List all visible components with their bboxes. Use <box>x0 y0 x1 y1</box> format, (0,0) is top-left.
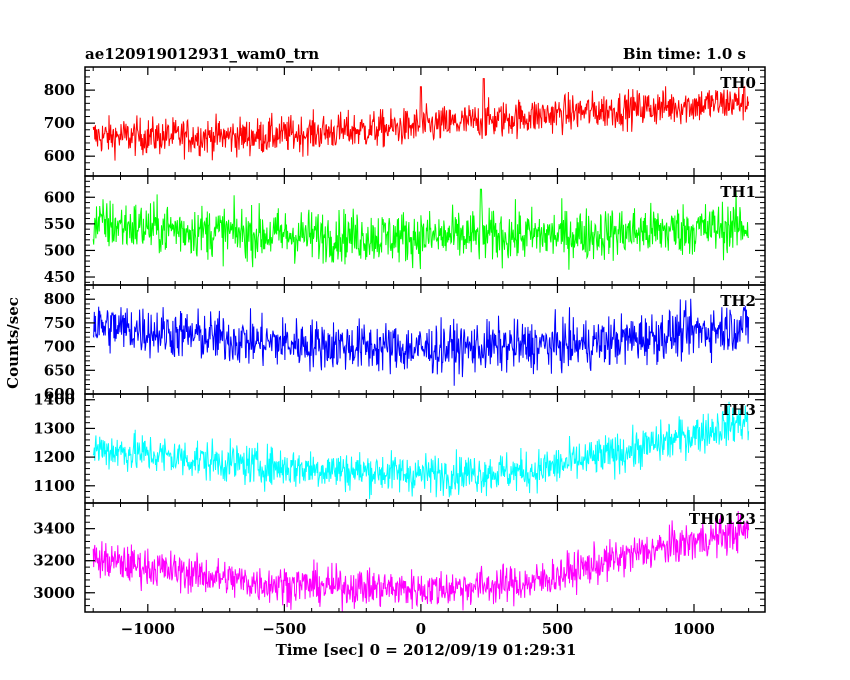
panel-name-label: TH2 <box>720 292 756 310</box>
x-axis-label: Time [sec] 0 = 2012/09/19 01:29:31 <box>276 641 577 659</box>
series-line-th2 <box>92 298 750 386</box>
chart-title-left: ae120919012931_wam0_trn <box>85 45 319 63</box>
y-tick-label: 1100 <box>33 477 75 495</box>
panel-th3: 1100 1200 1300 1400 TH3 <box>33 391 766 504</box>
panel-th2: 600 650 700 750 800 TH2 <box>44 284 766 403</box>
y-tick-label: 1400 <box>33 391 75 409</box>
x-tick-label: 500 <box>542 620 573 638</box>
y-tick-label: 750 <box>44 314 75 332</box>
x-tick-label: 1000 <box>673 620 715 638</box>
y-tick-label: 700 <box>44 114 75 132</box>
panel-name-label: TH0123 <box>689 510 756 528</box>
panel-name-label: TH3 <box>720 401 756 419</box>
y-tick-label: 600 <box>44 385 75 403</box>
panel-frame <box>84 502 766 613</box>
y-tick-label: 650 <box>44 361 75 379</box>
panel-th1: 450 500 550 600 TH1 <box>44 175 766 286</box>
y-tick-label: 450 <box>44 268 75 286</box>
panels-group: 600 700 800 TH0 450 500 550 600 TH1 600 650 700 750 8… <box>33 66 766 613</box>
y-tick-label: 3400 <box>33 520 75 538</box>
x-tick-label: 0 <box>416 620 426 638</box>
y-tick-label: 500 <box>44 241 75 259</box>
series-line-th0 <box>92 78 750 161</box>
x-tick-label: −500 <box>262 620 306 638</box>
x-axis: −1000 −500 0 500 1000 <box>121 620 715 638</box>
panel-name-label: TH1 <box>720 183 756 201</box>
panel-th0123: 3000 3200 3400 TH0123 <box>33 502 766 613</box>
y-axis-label: Counts/sec <box>4 297 22 389</box>
chart-title-right: Bin time: 1.0 s <box>623 45 746 63</box>
series-line-th3 <box>92 401 750 500</box>
series-line-th0123 <box>92 511 750 612</box>
y-tick-label: 3000 <box>33 584 75 602</box>
panel-th0: 600 700 800 TH0 <box>44 66 766 177</box>
y-tick-label: 550 <box>44 215 75 233</box>
x-tick-label: −1000 <box>121 620 175 638</box>
y-tick-label: 700 <box>44 338 75 356</box>
panel-name-label: TH0 <box>720 74 756 92</box>
y-tick-label: 1300 <box>33 419 75 437</box>
y-tick-label: 600 <box>44 188 75 206</box>
series-line-th1 <box>92 188 750 270</box>
y-tick-label: 600 <box>44 147 75 165</box>
y-tick-label: 1200 <box>33 448 75 466</box>
y-tick-label: 800 <box>44 290 75 308</box>
y-tick-label: 800 <box>44 81 75 99</box>
y-tick-label: 3200 <box>33 552 75 570</box>
